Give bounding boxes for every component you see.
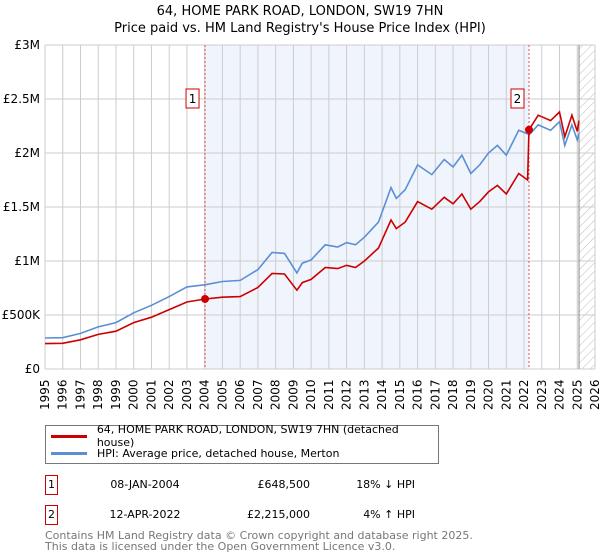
sale-number: 2 — [45, 505, 58, 525]
hpi-line — [44, 120, 580, 339]
legend-swatch-red — [51, 434, 87, 438]
legend-label: 64, HOME PARK ROAD, LONDON, SW19 7HN (de… — [96, 423, 399, 449]
x-tick-label: 2007 — [251, 379, 265, 410]
footer: Contains HM Land Registry data © Crown c… — [45, 530, 473, 552]
chart-subtitle: Price paid vs. HM Land Registry's House … — [114, 21, 486, 36]
x-tick-label: 1999 — [109, 379, 123, 410]
x-tick-label: 2023 — [535, 379, 549, 410]
chart-title: 64, HOME PARK ROAD, LONDON, SW19 7HN — [156, 4, 444, 19]
x-tick-label: 2022 — [517, 379, 531, 410]
x-tick-label: 2018 — [446, 379, 460, 410]
sale-annotation-box — [510, 88, 525, 109]
x-tick-label: 2019 — [464, 379, 478, 410]
x-tick-label: 2017 — [428, 379, 442, 410]
x-tick-label: 2005 — [215, 379, 229, 410]
x-tick-label: 1995 — [38, 379, 52, 410]
x-tick-label: 2024 — [553, 379, 567, 410]
sale-price: £648,500 — [257, 478, 311, 491]
y-tick-label: £2M — [14, 146, 40, 160]
x-tick-label: 2015 — [393, 379, 407, 410]
sale-price: £2,215,000 — [247, 508, 310, 521]
x-tick-label: 2016 — [411, 379, 425, 410]
footer-line-1: Contains HM Land Registry data © Crown c… — [45, 529, 473, 542]
sale-hpi: 18% ↓ HPI — [356, 478, 415, 491]
sale-annotation-label: 1 — [189, 92, 197, 106]
x-tick-label: 2020 — [482, 379, 496, 410]
footer-line-2: This data is licensed under the Open Gov… — [45, 540, 396, 553]
x-tick-label: 2013 — [357, 379, 371, 410]
x-tick-label: 2000 — [127, 379, 141, 410]
sale-number: 1 — [45, 475, 58, 495]
price-chart: 1995 1996 1997 1998 1999 2000 2001 2002 2003 2004… — [2, 38, 600, 410]
sale-hpi: 4% ↑ HPI — [363, 508, 415, 521]
y-tick-label: £2.5M — [3, 92, 40, 106]
sale-point — [201, 294, 210, 303]
x-tick-label: 2008 — [269, 379, 283, 410]
x-tick-label: 2011 — [322, 379, 336, 410]
x-tick-label: 1997 — [73, 379, 87, 410]
x-tick-label: 2009 — [286, 379, 300, 410]
x-tick-label: 2025 — [570, 379, 584, 410]
x-tick-label: 2014 — [375, 379, 389, 410]
x-tick-label: 2010 — [304, 379, 318, 410]
legend-label: HPI: Average price, detached house, Mert… — [97, 446, 340, 460]
legend-item-property: 64, HOME PARK ROAD, LONDON, SW19 7HN (de… — [46, 423, 438, 449]
x-tick-label: 1996 — [56, 379, 70, 410]
y-tick-label: £3M — [14, 38, 40, 52]
x-tick-label: 2006 — [233, 379, 247, 410]
x-tick-label: 2012 — [340, 379, 354, 410]
y-tick-label: £500K — [2, 308, 42, 322]
x-tick-label: 2002 — [162, 379, 176, 410]
sale-annotation-label: 2 — [514, 92, 522, 106]
legend-item-hpi: HPI: Average price, detached house, Mert… — [46, 445, 339, 461]
sale-annotation-box — [185, 88, 200, 109]
legend-swatch-blue — [51, 451, 87, 455]
x-tick-label: 2001 — [144, 379, 158, 410]
x-tick-label: 2004 — [198, 379, 212, 410]
legend: 64, HOME PARK ROAD, LONDON, SW19 7HN (de… — [45, 423, 439, 464]
sale-point — [525, 125, 533, 134]
x-tick-label: 2003 — [180, 379, 194, 410]
property-price-line — [44, 110, 580, 345]
x-tick-label: 2026 — [588, 379, 600, 410]
y-tick-label: £0 — [25, 362, 40, 376]
y-tick-label: £1M — [14, 254, 40, 268]
y-tick-label: £1.5M — [3, 200, 40, 214]
x-tick-label: 1998 — [91, 379, 105, 410]
sale-date: 12-APR-2022 — [109, 508, 181, 521]
x-tick-label: 2021 — [499, 379, 513, 410]
sale-date: 08-JAN-2004 — [110, 478, 180, 491]
